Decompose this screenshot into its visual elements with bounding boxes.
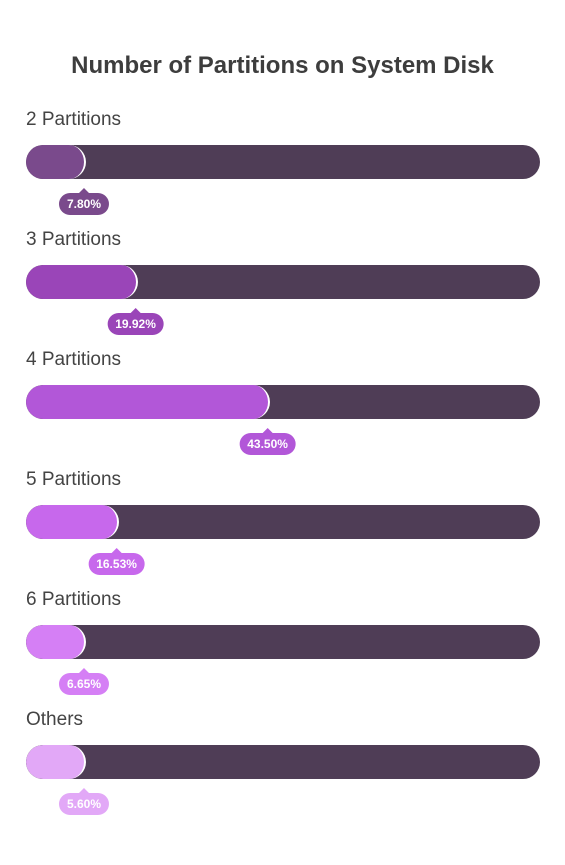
bar-fill — [26, 145, 86, 179]
bar-row: Others 5.60% — [26, 709, 540, 819]
bar-track — [26, 505, 540, 539]
category-label: 2 Partitions — [26, 109, 122, 130]
bar-row: 2 Partitions 7.80% — [26, 109, 540, 219]
bar-row: 6 Partitions 6.65% — [26, 589, 540, 699]
bar-row: 4 Partitions 43.50% — [26, 349, 540, 459]
bar-track — [26, 745, 540, 779]
bar-fill — [26, 745, 86, 779]
bar-track — [26, 385, 540, 419]
bar-fill — [26, 265, 138, 299]
category-label: 5 Partitions — [26, 469, 122, 490]
value-badge: 43.50% — [239, 428, 296, 455]
bar-fill — [26, 385, 270, 419]
bar-track — [26, 625, 540, 659]
bar-fill — [26, 505, 119, 539]
category-label: 3 Partitions — [26, 229, 122, 250]
bar-row: 3 Partitions 19.92% — [26, 229, 540, 339]
chart-title: Number of Partitions on System Disk — [71, 52, 494, 79]
value-badge: 19.92% — [107, 308, 164, 335]
bar-track — [26, 265, 540, 299]
category-label: Others — [26, 709, 84, 730]
bar-fill — [26, 625, 86, 659]
category-label: 4 Partitions — [26, 349, 122, 370]
value-badge: 16.53% — [88, 548, 145, 575]
value-badge: 5.60% — [58, 788, 110, 815]
bar-row: 5 Partitions 16.53% — [26, 469, 540, 579]
bar-track — [26, 145, 540, 179]
value-badge: 7.80% — [58, 188, 110, 215]
value-badge: 6.65% — [58, 668, 110, 695]
category-label: 6 Partitions — [26, 589, 122, 610]
